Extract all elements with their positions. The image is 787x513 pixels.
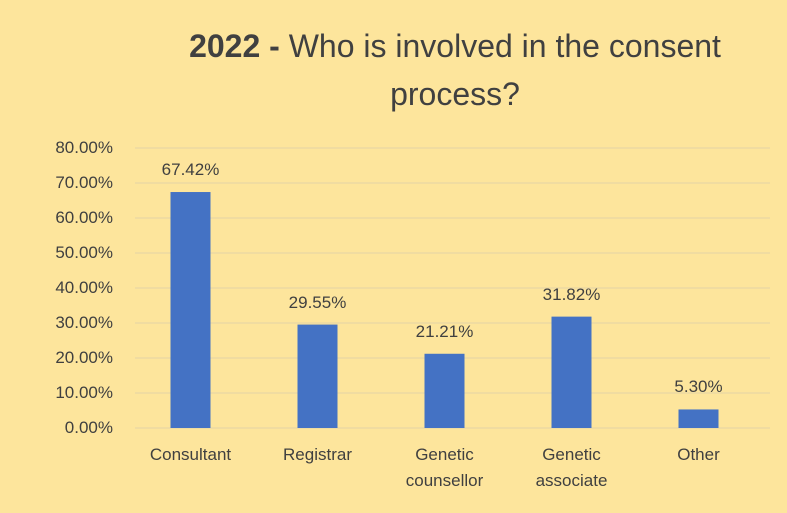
bar — [170, 192, 211, 428]
title-prefix: 2022 - — [189, 28, 280, 64]
y-tick-label: 80.00% — [55, 138, 113, 157]
chart-title: 2022 - Who is involved in the consent pr… — [165, 22, 745, 118]
y-tick-label: 70.00% — [55, 173, 113, 192]
y-tick-label: 60.00% — [55, 208, 113, 227]
y-tick-label: 40.00% — [55, 278, 113, 297]
bar — [297, 324, 338, 428]
bar — [424, 353, 465, 428]
x-tick-label: Genetic counsellor — [405, 445, 484, 490]
y-tick-label: 10.00% — [55, 383, 113, 402]
data-label: 67.42% — [161, 160, 220, 180]
x-tick-label: Registrar — [283, 445, 352, 464]
y-tick-label: 30.00% — [55, 313, 113, 332]
y-tick-label: 0.00% — [64, 418, 113, 437]
y-tick-label: 50.00% — [55, 243, 113, 262]
x-tick-label: Consultant — [149, 445, 232, 464]
y-tick-label: 20.00% — [55, 348, 113, 367]
bar — [551, 316, 592, 428]
x-tick-label: Other — [677, 445, 720, 464]
bar — [678, 409, 719, 428]
x-tick-label: Genetic associate — [535, 445, 608, 490]
title-text: Who is involved in the consent process? — [288, 28, 721, 112]
data-label: 5.30% — [674, 377, 723, 397]
data-label: 31.82% — [542, 284, 601, 304]
data-label: 21.21% — [415, 321, 474, 341]
data-label: 29.55% — [288, 292, 347, 312]
